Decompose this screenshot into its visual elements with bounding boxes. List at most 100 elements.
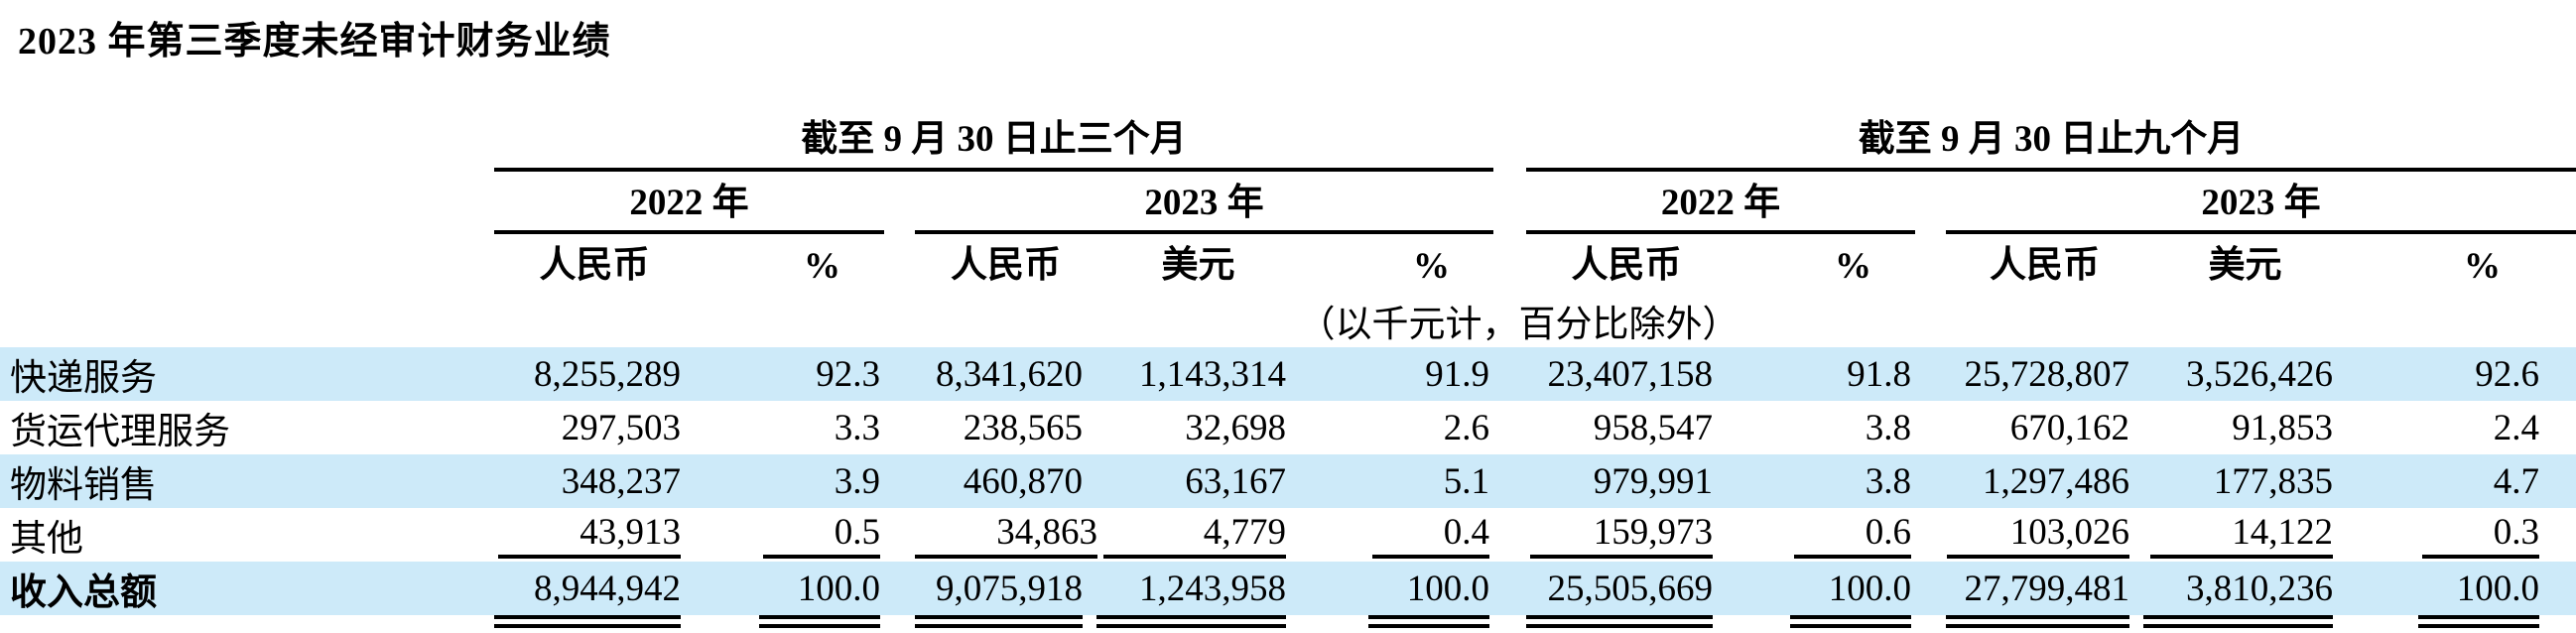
cell-value: 27,799,481 <box>1964 568 2130 609</box>
cell-value: 1,243,958 <box>1139 568 1286 609</box>
cell-value: 3,526,426 <box>2186 353 2333 395</box>
cell-value: 103,026 <box>1946 508 2143 562</box>
cell-value: 25,728,807 <box>1964 353 2130 395</box>
col-header-rmb: 人民币 <box>539 245 650 286</box>
financial-table: 截至 9 月 30 日止三个月 截至 9 月 30 日止九个月 2022 年 2… <box>0 108 2576 633</box>
page-title: 2023 年第三季度未经审计财务业绩 <box>18 21 611 63</box>
cell-value: 92.6 <box>2475 353 2539 395</box>
table-row: 物料销售 348,237 3.9 460,870 63,167 5.1 979,991 3.8… <box>0 454 2576 508</box>
double-rule <box>915 615 1083 628</box>
row-label: 其他 <box>10 519 83 560</box>
row-label: 快递服务 <box>10 358 157 399</box>
year-2023-9m: 2023 年 <box>1946 170 2576 234</box>
row-label: 物料销售 <box>10 465 157 506</box>
col-header-pct: % <box>2464 246 2501 287</box>
column-gap <box>884 508 915 562</box>
cell-value: 3.8 <box>1865 407 1911 448</box>
cell-value: 2.4 <box>2493 407 2539 448</box>
year-2023-3m: 2023 年 <box>915 170 1493 234</box>
value-with-rule: 0.3 <box>2422 511 2539 559</box>
value-with-rule: 34,863 <box>915 511 1097 559</box>
value-with-rule: 159,973 <box>1530 511 1713 559</box>
year-2022-3m: 2022 年 <box>494 170 884 234</box>
cell-value: 23,407,158 <box>1547 353 1714 395</box>
group-header-nine-months: 截至 9 月 30 日止九个月 <box>1526 108 2576 172</box>
cell-value: 177,835 <box>2213 460 2333 502</box>
row-label: 货运代理服务 <box>10 412 230 452</box>
cell-value: 3.8 <box>1865 460 1911 502</box>
cell-value: 297,503 <box>561 407 681 448</box>
cell-value: 25,505,669 <box>1547 568 1714 609</box>
cell-value: 14,122 <box>2143 508 2347 562</box>
cell-value: 34,863 <box>915 508 1097 562</box>
cell-value: 0.6 <box>1727 508 1915 562</box>
column-gap <box>1493 508 1526 562</box>
col-header-rmb: 人民币 <box>951 245 1061 286</box>
cell-value: 3.9 <box>834 460 880 502</box>
cell-value: 8,944,942 <box>534 568 681 609</box>
col-header-pct: % <box>804 246 840 287</box>
column-gap <box>884 562 915 615</box>
table-row: 快递服务 8,255,289 92.3 8,341,620 1,143,314 91.9 2… <box>0 347 2576 401</box>
cell-value: 8,341,620 <box>936 353 1083 395</box>
cell-value: 91,853 <box>2232 407 2333 448</box>
year-2022-9m: 2022 年 <box>1526 170 1915 234</box>
col-header-usd: 美元 <box>2208 245 2282 286</box>
value-with-rule: 4,779 <box>1103 511 1286 559</box>
table-row: 货运代理服务 297,503 3.3 238,565 32,698 2.6 958,547 3… <box>0 401 2576 454</box>
column-gap <box>1493 454 1526 508</box>
cell-value: 100.0 <box>797 568 880 609</box>
column-gap <box>884 454 915 508</box>
units-note: （以千元计，百分比除外） <box>1298 305 1739 345</box>
cell-value: 348,237 <box>561 460 681 502</box>
cell-value: 8,255,289 <box>534 353 681 395</box>
cell-value: 0.3 <box>2347 508 2576 562</box>
cell-value: 92.3 <box>816 353 880 395</box>
double-rule <box>1790 615 1911 628</box>
cell-value: 958,547 <box>1593 407 1713 448</box>
row-label: 收入总额 <box>10 572 157 613</box>
group-header-three-months: 截至 9 月 30 日止三个月 <box>494 108 1493 172</box>
cell-value: 32,698 <box>1185 407 1286 448</box>
cell-value: 460,870 <box>963 460 1083 502</box>
column-gap <box>884 401 915 454</box>
value-with-rule: 0.6 <box>1794 511 1911 559</box>
value-with-rule: 43,913 <box>498 511 681 559</box>
double-rule <box>1368 615 1489 628</box>
currency-header-row: 人民币 % 人民币 美元 % 人民币 % 人民币 美元 % <box>0 232 2576 294</box>
cell-value: 159,973 <box>1526 508 1727 562</box>
column-gap <box>1493 347 1526 401</box>
value-with-rule: 0.4 <box>1372 511 1489 559</box>
col-header-pct: % <box>1835 246 1871 287</box>
double-rule <box>759 615 880 628</box>
column-gap <box>1915 347 1946 401</box>
group-header-row: 截至 9 月 30 日止三个月 截至 9 月 30 日止九个月 <box>0 108 2576 172</box>
col-header-pct: % <box>1413 246 1450 287</box>
units-note-row: （以千元计，百分比除外） <box>0 294 2576 347</box>
cell-value: 4.7 <box>2493 460 2539 502</box>
column-gap <box>1493 562 1526 615</box>
cell-value: 3.3 <box>834 407 880 448</box>
year-header-row: 2022 年 2023 年 2022 年 2023 年 <box>0 170 2576 234</box>
column-gap <box>884 347 915 401</box>
cell-value: 91.8 <box>1847 353 1911 395</box>
value-with-rule: 14,122 <box>2150 511 2333 559</box>
double-rule <box>1526 615 1713 628</box>
cell-value: 979,991 <box>1593 460 1713 502</box>
cell-value: 9,075,918 <box>936 568 1083 609</box>
value-with-rule: 103,026 <box>1947 511 2129 559</box>
total-double-rule-row <box>0 615 2576 633</box>
col-header-rmb: 人民币 <box>1571 245 1682 286</box>
table-row: 收入总额 8,944,942 100.0 9,075,918 1,243,958 100.… <box>0 562 2576 615</box>
double-rule <box>2418 615 2539 628</box>
double-rule <box>494 615 681 628</box>
double-rule <box>1096 615 1286 628</box>
cell-value: 0.5 <box>695 508 884 562</box>
cell-value: 2.6 <box>1443 407 1489 448</box>
cell-value: 1,143,314 <box>1139 353 1286 395</box>
cell-value: 43,913 <box>494 508 695 562</box>
col-header-usd: 美元 <box>1161 245 1235 286</box>
double-rule <box>2143 615 2333 628</box>
col-header-rmb: 人民币 <box>1990 245 2100 286</box>
cell-value: 100.0 <box>2456 568 2539 609</box>
